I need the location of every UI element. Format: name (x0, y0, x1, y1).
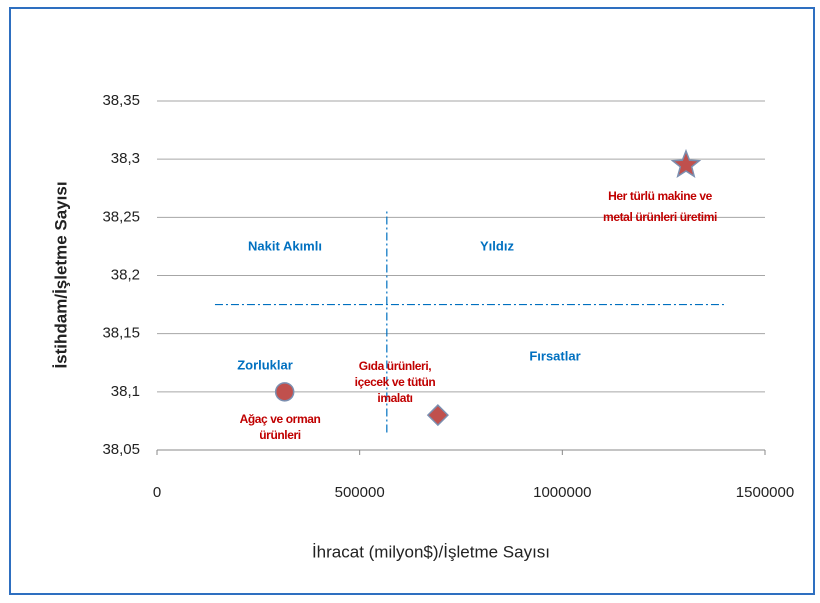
y-tick-label: 38,2 (111, 266, 140, 283)
quadrant-label: Zorluklar (237, 357, 293, 372)
x-tick-label: 500000 (335, 484, 385, 501)
point-label: imalatı (377, 391, 412, 405)
quadrant-label: Fırsatlar (529, 348, 580, 363)
frame (9, 7, 815, 595)
point-label: ürünleri (259, 428, 301, 442)
y-axis-title: İstihdam/İşletme Sayısı (51, 181, 70, 368)
quadrant-label: Yıldız (480, 238, 514, 253)
quadrant-label: Nakit Akımlı (248, 238, 322, 253)
point-label: Gıda ürünleri, (359, 359, 431, 373)
y-tick-label: 38,35 (102, 92, 140, 109)
y-tick-label: 38,25 (102, 208, 140, 225)
data-point (274, 382, 295, 402)
y-tick-label: 38,3 (111, 150, 140, 167)
y-tick-label: 38,15 (102, 325, 140, 342)
y-tick-label: 38,1 (111, 383, 140, 400)
point-label: Her türlü makine ve (608, 189, 713, 203)
point-label: metal ürünleri üretimi (603, 210, 717, 224)
x-tick-label: 0 (153, 484, 161, 501)
data-point (426, 404, 449, 427)
x-tick-label: 1500000 (736, 484, 794, 501)
point-label: Ağaç ve orman (240, 412, 321, 426)
x-tick-label: 1000000 (533, 484, 591, 501)
data-point (670, 148, 702, 178)
point-label: içecek ve tütün (355, 375, 436, 389)
y-tick-label: 38,05 (102, 441, 140, 458)
x-axis-title: İhracat (milyon$)/İşletme Sayısı (312, 542, 550, 561)
